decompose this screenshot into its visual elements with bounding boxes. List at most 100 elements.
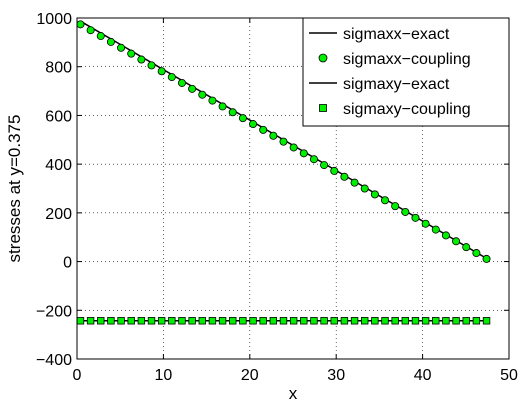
y-tick-label: 400 xyxy=(45,157,72,174)
legend-label: sigmaxy−coupling xyxy=(343,101,471,118)
data-point-square xyxy=(289,317,298,325)
data-point-square xyxy=(300,317,308,325)
legend-label: sigmaxy−exact xyxy=(343,76,450,93)
data-point-square xyxy=(188,317,196,325)
data-point-circle xyxy=(238,114,247,123)
data-point-square xyxy=(157,317,166,325)
data-point-square xyxy=(229,317,237,325)
data-point-circle xyxy=(177,78,186,87)
data-point-circle xyxy=(249,120,258,129)
data-point-circle xyxy=(462,243,471,252)
y-tick-label: 800 xyxy=(45,60,72,77)
y-tick-label: 0 xyxy=(63,255,72,272)
data-point-square xyxy=(411,317,420,325)
data-point-square xyxy=(198,317,206,325)
y-tick-label: −200 xyxy=(36,303,72,320)
data-point-square xyxy=(259,317,267,325)
data-point-circle xyxy=(269,131,278,140)
data-point-circle xyxy=(289,143,298,152)
legend-entry-sigmaxy-exact: sigmaxy−exact xyxy=(309,76,450,93)
data-point-circle xyxy=(360,184,369,193)
data-point-square xyxy=(310,317,318,325)
data-point-circle xyxy=(320,161,329,170)
data-point-square xyxy=(432,317,440,325)
y-tick-label: 600 xyxy=(45,108,72,125)
data-point-circle xyxy=(228,108,237,117)
legend-label: sigmaxx−exact xyxy=(343,26,450,43)
data-point-square xyxy=(472,317,481,325)
y-tick-label: −400 xyxy=(36,352,72,369)
data-point-circle xyxy=(370,190,379,199)
data-point-circle xyxy=(431,225,440,234)
data-point-circle xyxy=(411,213,420,222)
legend-entry-sigmaxx-exact: sigmaxx−exact xyxy=(309,26,450,43)
data-point-circle xyxy=(381,196,390,205)
data-point-circle xyxy=(157,67,166,76)
data-point-circle xyxy=(330,166,339,175)
data-point-circle xyxy=(127,49,136,58)
y-axis-label: stresses at y=0.375 xyxy=(5,115,24,263)
data-point-square xyxy=(371,317,379,325)
data-point-square xyxy=(320,317,328,325)
data-point-circle xyxy=(350,178,359,187)
data-point-circle xyxy=(167,73,176,82)
data-point-circle xyxy=(391,202,400,211)
data-point-square xyxy=(147,317,156,325)
data-point-square xyxy=(76,317,85,325)
x-tick-label: 10 xyxy=(155,367,173,384)
data-point-square xyxy=(462,317,470,325)
data-point-square xyxy=(249,317,257,325)
x-tick-label: 50 xyxy=(500,367,518,384)
x-axis-label: x xyxy=(289,384,298,403)
data-point-circle xyxy=(452,237,461,246)
data-point-square xyxy=(391,317,399,325)
y-tick-label: 200 xyxy=(45,206,72,223)
data-point-circle xyxy=(259,125,268,134)
data-point-circle xyxy=(421,219,430,228)
legend-circle-marker xyxy=(318,53,328,63)
data-point-square xyxy=(361,317,369,325)
data-point-circle xyxy=(198,90,207,99)
data-point-circle xyxy=(147,61,156,70)
legend-entry-sigmaxx-coupling: sigmaxx−coupling xyxy=(318,51,471,68)
legend-square-marker xyxy=(319,104,327,112)
data-point-circle xyxy=(188,84,197,93)
data-point-square xyxy=(442,317,450,325)
x-tick-label: 0 xyxy=(73,367,82,384)
legend-box xyxy=(302,17,510,127)
data-point-square xyxy=(178,317,186,325)
data-point-square xyxy=(168,317,176,325)
data-point-circle xyxy=(401,207,410,216)
data-point-square xyxy=(86,317,95,325)
data-point-square xyxy=(127,317,135,325)
data-point-circle xyxy=(279,137,288,146)
axis-ticks: 0 10 20 30 40 50 −400 −200 0 200 400 600 800 1000 xyxy=(36,11,518,384)
data-point-circle xyxy=(86,26,95,35)
data-point-circle xyxy=(218,102,227,111)
data-point-circle xyxy=(299,149,308,158)
data-point-circle xyxy=(106,37,115,46)
data-point-circle xyxy=(117,43,126,52)
data-point-circle xyxy=(137,55,146,64)
legend-entry-sigmaxy-coupling: sigmaxy−coupling xyxy=(319,101,471,118)
y-tick-label: 1000 xyxy=(36,11,72,28)
data-point-square xyxy=(421,317,430,325)
data-point-square xyxy=(107,317,115,325)
data-point-square xyxy=(117,317,125,325)
data-point-circle xyxy=(96,32,105,41)
data-point-square xyxy=(452,317,460,325)
x-tick-label: 30 xyxy=(327,367,345,384)
data-point-circle xyxy=(309,155,318,164)
legend: sigmaxx−exact sigmaxx−coupling sigmaxy−e… xyxy=(302,17,510,127)
data-point-square xyxy=(208,317,217,325)
data-point-square xyxy=(137,317,146,325)
legend-label: sigmaxx−coupling xyxy=(343,51,471,68)
data-point-square xyxy=(340,317,349,325)
x-tick-label: 40 xyxy=(414,367,432,384)
data-point-square xyxy=(330,317,338,325)
data-point-square xyxy=(97,317,105,325)
data-point-square xyxy=(218,317,227,325)
data-point-circle xyxy=(208,96,217,105)
data-point-square xyxy=(381,317,389,325)
